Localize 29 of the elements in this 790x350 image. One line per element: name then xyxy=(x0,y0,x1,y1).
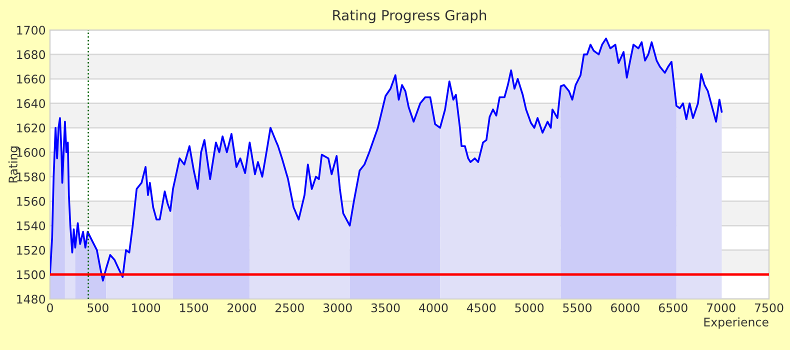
line-series xyxy=(50,38,723,282)
x-axis-title: Experience xyxy=(704,317,768,329)
x-tick-label: 2000 xyxy=(228,303,256,312)
x-tick-label: 4500 xyxy=(466,303,496,312)
y-tick-label: 1660 xyxy=(17,74,46,84)
x-tick-label: 4000 xyxy=(419,303,448,312)
x-tick-label: 1500 xyxy=(180,303,208,312)
chart-title: Rating Progress Graph xyxy=(333,10,486,24)
y-tick-label: 1500 xyxy=(17,270,46,280)
x-tick-label: 3500 xyxy=(371,303,400,312)
x-tick-label: 3000 xyxy=(323,303,352,312)
y-tick-label: 1480 xyxy=(17,294,46,304)
y-tick-label: 1700 xyxy=(17,26,46,35)
y-tick-label: 1680 xyxy=(17,50,46,60)
x-tick-label: 7000 xyxy=(707,303,736,312)
x-tick-label: 6000 xyxy=(611,303,640,312)
y-tick-label: 1640 xyxy=(17,99,46,108)
x-tick-label: 1000 xyxy=(132,303,160,312)
y-tick-label: 1620 xyxy=(17,124,46,132)
x-tick-label: 5500 xyxy=(563,303,592,312)
x-tick-label: 5000 xyxy=(515,303,544,312)
x-tick-label: 2500 xyxy=(276,303,304,312)
x-tick-label: 7500 xyxy=(754,303,784,312)
x-tick-label: 6500 xyxy=(658,303,688,312)
x-tick-label: 500 xyxy=(88,303,108,312)
y-tick-label: 1560 xyxy=(17,196,46,206)
x-tick-label: 0 xyxy=(47,303,53,312)
y-tick-label: 1520 xyxy=(17,246,46,255)
y-tick-label: 1540 xyxy=(17,221,46,230)
